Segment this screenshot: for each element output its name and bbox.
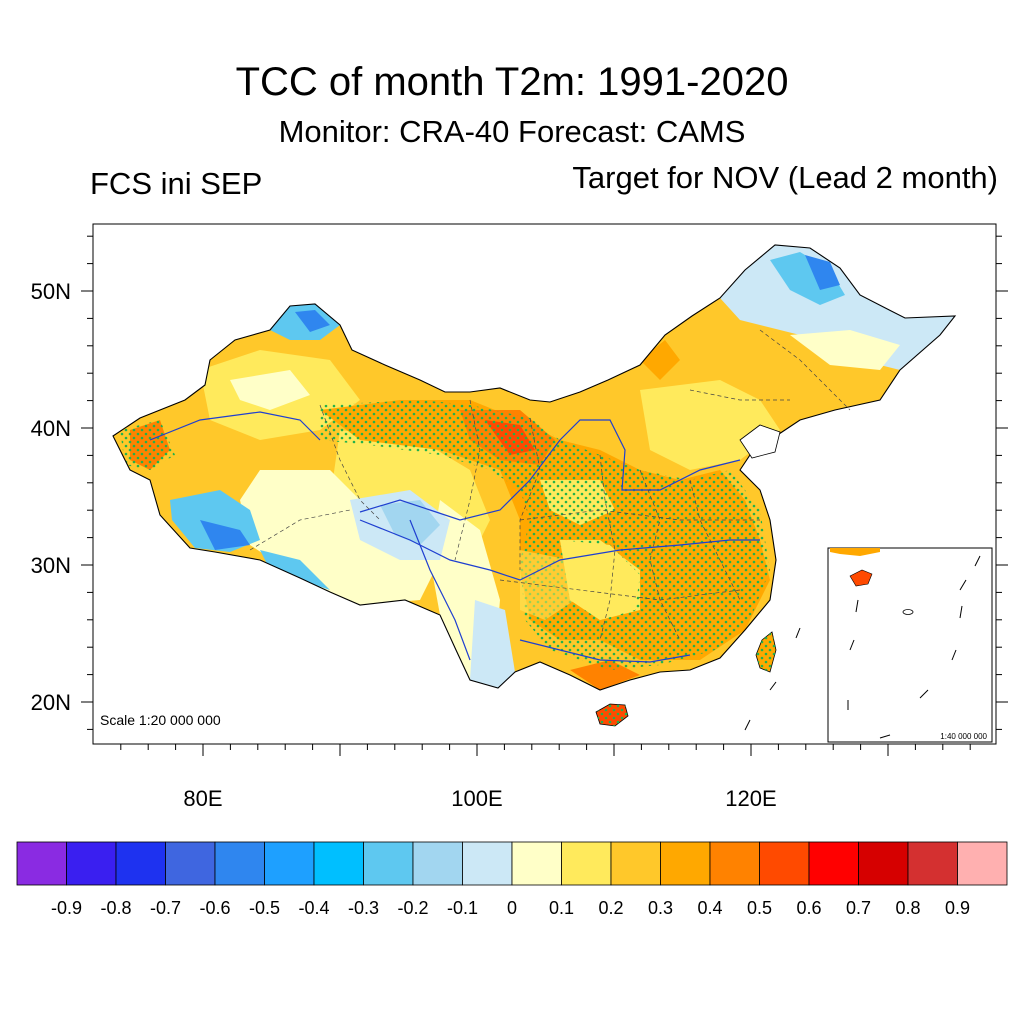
colorbar-swatch bbox=[363, 841, 414, 886]
rivers-layer bbox=[149, 411, 760, 663]
colorbar-swatch bbox=[610, 841, 661, 886]
colorbar-swatch bbox=[808, 841, 859, 886]
colorbar-label: -0.9 bbox=[51, 898, 82, 918]
colorbar-label: -0.1 bbox=[447, 898, 478, 918]
colorbar-labels: -0.9 -0.8 -0.7 -0.6 -0.5 -0.4 -0.3 -0.2 -0.1 0 0.1… bbox=[51, 898, 970, 918]
colorbar-label: -0.8 bbox=[100, 898, 131, 918]
map-scale-label: Scale 1:20 000 000 bbox=[100, 712, 221, 728]
colorbar-label: 0 bbox=[507, 898, 517, 918]
province-borders bbox=[249, 329, 851, 641]
colorbar-label: -0.2 bbox=[397, 898, 428, 918]
colorbar-label: -0.6 bbox=[199, 898, 230, 918]
colorbar-label: 0.6 bbox=[796, 898, 821, 918]
colorbar-swatch bbox=[561, 841, 612, 886]
colorbar-swatch bbox=[462, 841, 513, 886]
field-layer bbox=[113, 245, 955, 727]
national-border bbox=[112, 244, 957, 691]
colorbar-label: -0.3 bbox=[348, 898, 379, 918]
colorbar-swatch bbox=[412, 841, 463, 886]
lat-tick-label: 20N bbox=[31, 690, 71, 715]
significance-stipple bbox=[320, 400, 770, 670]
colorbar-swatch bbox=[858, 841, 909, 886]
lon-tick-label: 120E bbox=[725, 786, 776, 811]
colorbar-label: -0.4 bbox=[298, 898, 329, 918]
lon-tick-label: 80E bbox=[183, 786, 222, 811]
axis-ticks bbox=[81, 235, 1008, 756]
island-marks bbox=[744, 627, 801, 731]
colorbar-swatch bbox=[709, 841, 760, 886]
colorbar-label: 0.4 bbox=[697, 898, 722, 918]
colorbar-label: 0.3 bbox=[648, 898, 673, 918]
colorbar-swatch bbox=[313, 841, 364, 886]
colorbar-swatch bbox=[759, 841, 810, 886]
lon-tick-label: 100E bbox=[451, 786, 502, 811]
south-china-sea-inset: 1:40 000 000 bbox=[827, 547, 993, 743]
colorbar-swatch bbox=[115, 841, 166, 886]
colorbar-label: 0.7 bbox=[846, 898, 871, 918]
colorbar-swatch bbox=[660, 841, 711, 886]
colorbar-label: 0.1 bbox=[549, 898, 574, 918]
lat-tick-label: 50N bbox=[31, 279, 71, 304]
colorbar-label: -0.5 bbox=[249, 898, 280, 918]
bohai-sea bbox=[739, 424, 781, 459]
map-title: TCC of month T2m: 1991-2020 bbox=[235, 60, 789, 104]
colorbar-swatch bbox=[165, 841, 216, 886]
colorbar-swatch bbox=[264, 841, 315, 886]
colorbar-label: 0.5 bbox=[747, 898, 772, 918]
colorbar-swatch bbox=[907, 841, 958, 886]
colorbar-swatch bbox=[511, 841, 562, 886]
colorbar-swatch bbox=[957, 841, 1008, 886]
colorbar-swatch bbox=[16, 841, 67, 886]
colorbar-swatch bbox=[214, 841, 265, 886]
lat-tick-label: 30N bbox=[31, 553, 71, 578]
colorbar-label: 0.2 bbox=[598, 898, 623, 918]
colorbar-label: -0.7 bbox=[150, 898, 181, 918]
colorbar-swatch bbox=[66, 841, 117, 886]
axis-labels: 50N 40N 30N 20N 80E 100E 120E bbox=[31, 279, 777, 811]
lat-tick-label: 40N bbox=[31, 416, 71, 441]
colorbar-label: 0.8 bbox=[895, 898, 920, 918]
inset-scale-label: 1:40 000 000 bbox=[940, 732, 987, 741]
map-subtitle: Monitor: CRA-40 Forecast: CAMS bbox=[278, 114, 746, 149]
colorbar bbox=[16, 841, 1008, 886]
target-label: Target for NOV (Lead 2 month) bbox=[572, 160, 998, 195]
colorbar-label: 0.9 bbox=[945, 898, 970, 918]
initialization-label: FCS ini SEP bbox=[90, 166, 263, 201]
